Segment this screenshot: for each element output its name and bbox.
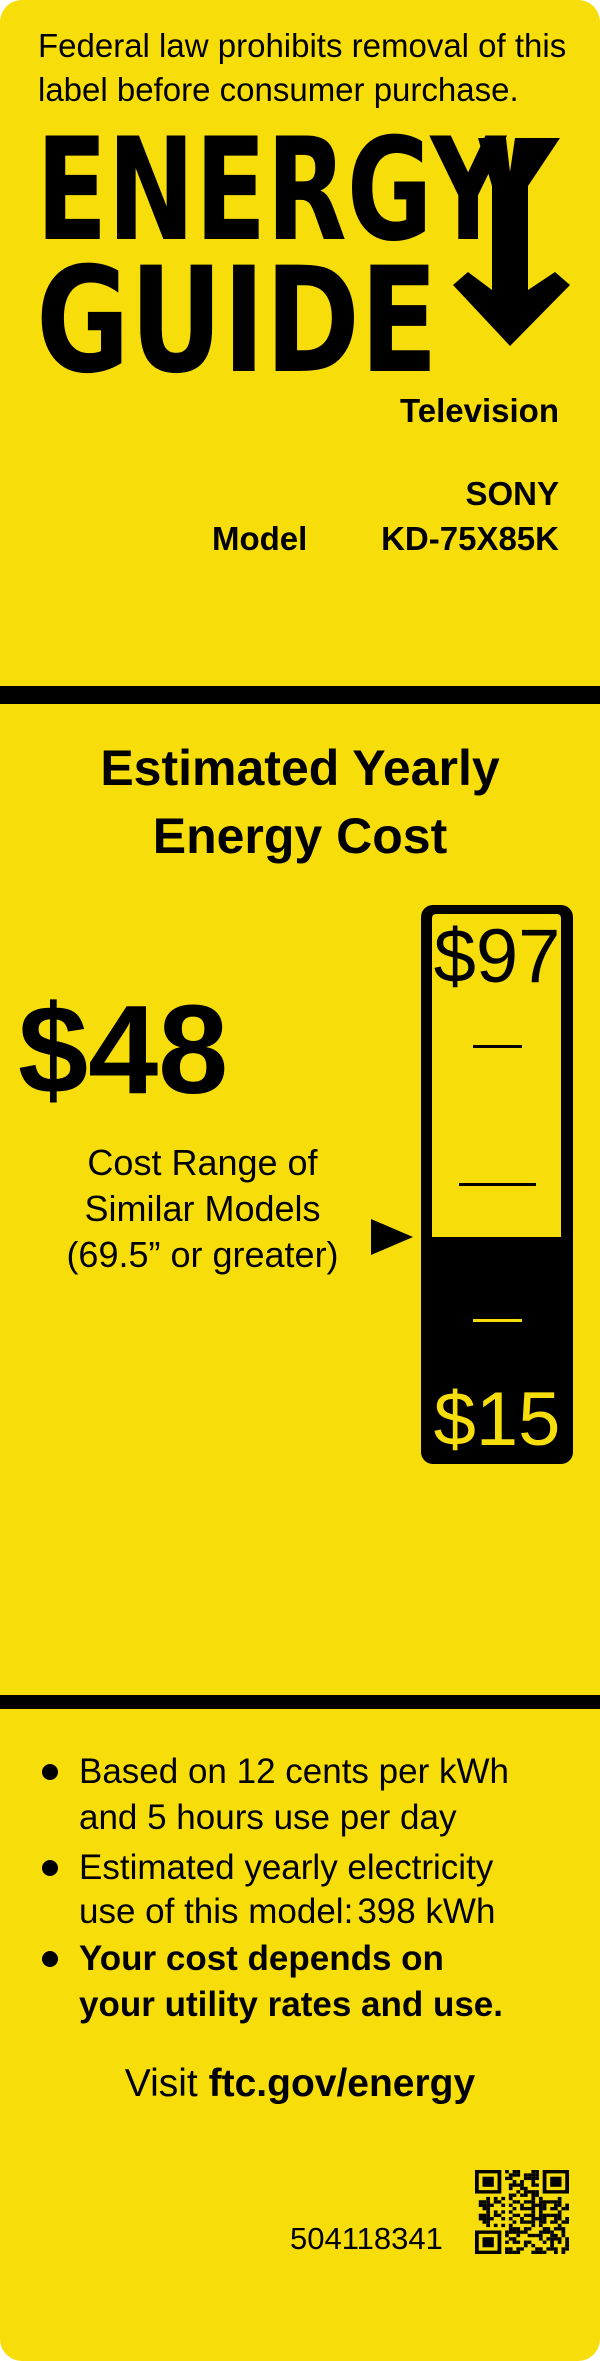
label-serial-number: 504118341 bbox=[290, 2221, 443, 2256]
bullet-icon bbox=[42, 1951, 58, 1967]
note-usage-line2: use of this model: 398 kWh bbox=[79, 1889, 495, 1935]
cost-range-caption: Cost Range of Similar Models (69.5” or g… bbox=[30, 1140, 375, 1278]
note-cost-line1: Your cost depends on bbox=[79, 1939, 444, 1978]
logo-energy: ENERGY bbox=[36, 120, 508, 273]
note-rate-line1: Based on 12 cents per kWh bbox=[79, 1752, 509, 1791]
usage-label: use of this model: bbox=[79, 1892, 354, 1931]
down-arrow-icon bbox=[453, 138, 570, 346]
note-rate-line2: and 5 hours use per day bbox=[79, 1798, 457, 1837]
cost-range-line2: Similar Models bbox=[84, 1188, 321, 1229]
cost-heading-line1: Estimated Yearly bbox=[100, 740, 500, 796]
scale-tick bbox=[473, 1045, 522, 1048]
model-number: KD-75X85K bbox=[381, 520, 559, 557]
scale-tick bbox=[459, 1183, 536, 1186]
estimated-yearly-cost: $48 bbox=[18, 979, 229, 1120]
cost-range-line3: (69.5” or greater) bbox=[66, 1234, 339, 1275]
bullet-icon bbox=[42, 1860, 58, 1876]
logo-guide: GUIDE bbox=[36, 236, 438, 390]
visit-line: Visit ftc.gov/energy bbox=[0, 2059, 600, 2109]
cost-heading-line2: Energy Cost bbox=[152, 808, 448, 864]
model-label: Model bbox=[212, 520, 308, 557]
scale-max-label: $97 bbox=[433, 914, 561, 999]
scale-min-label: $15 bbox=[433, 1377, 561, 1462]
cost-pointer-triangle bbox=[371, 1219, 413, 1255]
qr-code-icon[interactable] bbox=[475, 2170, 569, 2254]
note-cost-line2: your utility rates and use. bbox=[79, 1985, 503, 2024]
note-usage-line1: Estimated yearly electricity bbox=[79, 1848, 494, 1887]
ftc-link[interactable]: ftc.gov/energy bbox=[208, 2062, 476, 2105]
bullet-icon bbox=[42, 1764, 58, 1780]
brand: SONY bbox=[465, 475, 559, 512]
energy-guide-logo: ENERGY GUIDE bbox=[36, 120, 570, 390]
scale-tick bbox=[473, 1319, 522, 1322]
divider bbox=[0, 686, 600, 704]
visit-prefix: Visit bbox=[124, 2062, 198, 2105]
legal-notice-line2: label before consumer purchase. bbox=[38, 71, 519, 108]
usage-value: 398 kWh bbox=[357, 1892, 496, 1931]
divider bbox=[0, 1695, 600, 1709]
cost-range-scale: $97 $15 bbox=[421, 905, 573, 1464]
product-type: Television bbox=[400, 392, 559, 429]
cost-range-line1: Cost Range of bbox=[87, 1142, 318, 1183]
legal-notice-line1: Federal law prohibits removal of this bbox=[38, 27, 567, 64]
